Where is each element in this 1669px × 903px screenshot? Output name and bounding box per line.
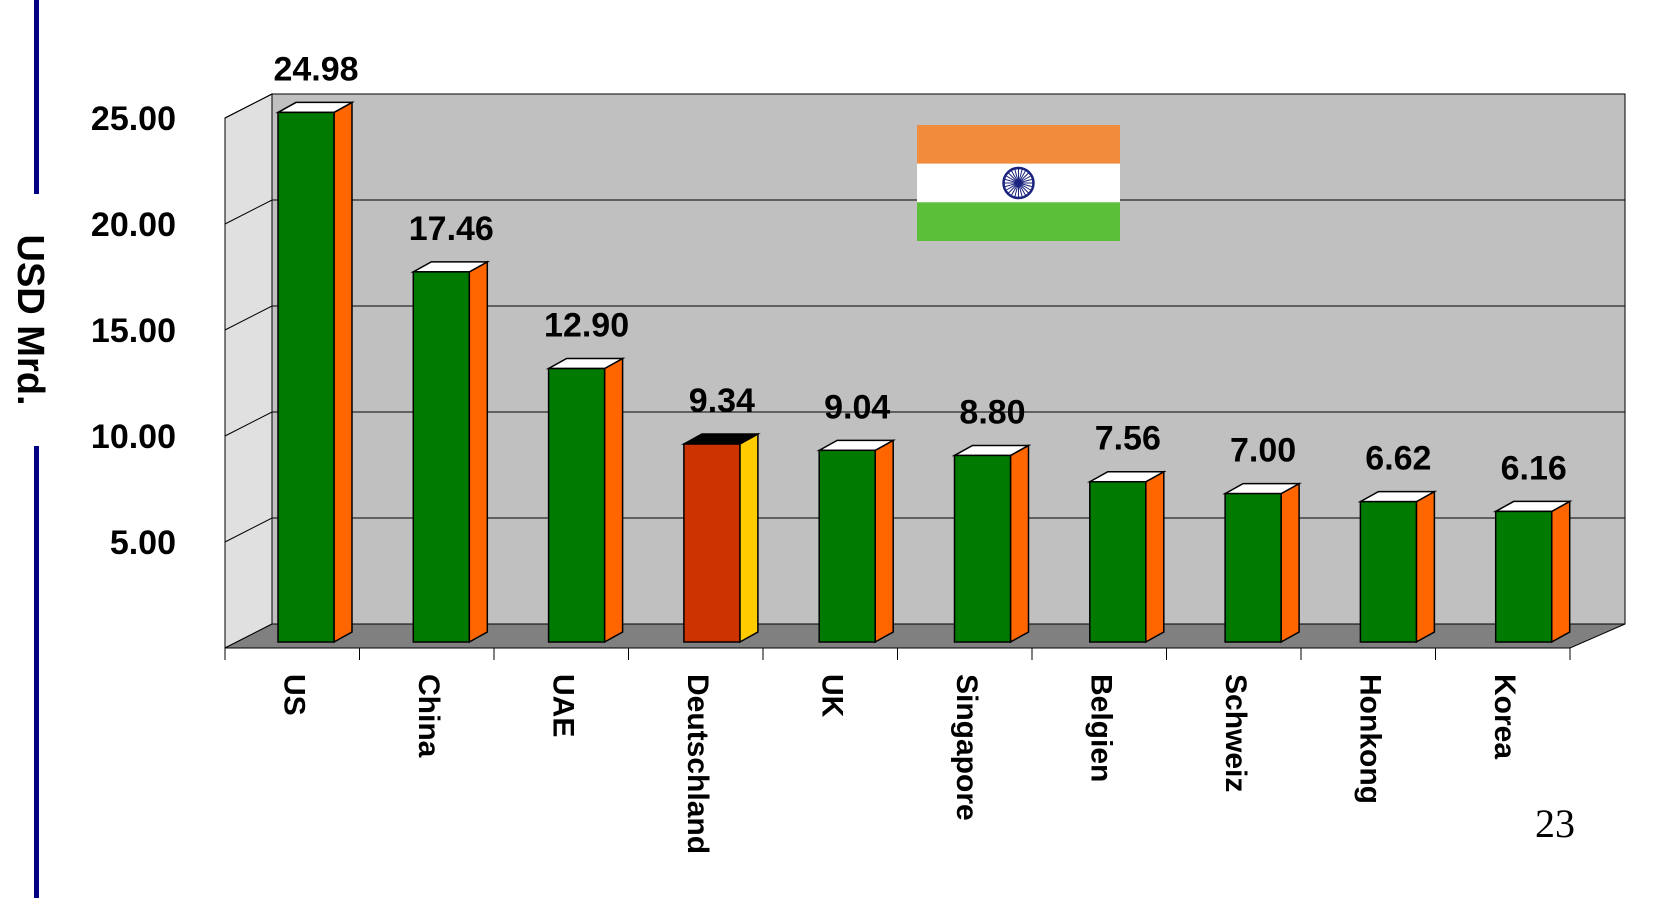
bar <box>681 432 761 644</box>
flag-saffron-band <box>917 125 1120 164</box>
bar <box>275 101 355 644</box>
bar <box>1222 482 1302 644</box>
data-label: 7.00 <box>1230 432 1296 470</box>
x-tick-label: Belgien <box>1084 674 1117 782</box>
y-tick-label: 10.00 <box>91 418 176 456</box>
plot-side-wall <box>224 93 273 649</box>
bar-front <box>412 271 471 643</box>
gridline <box>224 305 1625 331</box>
x-tick-label: Korea <box>1488 674 1521 759</box>
data-label: 7.56 <box>1095 420 1161 458</box>
data-label: 8.80 <box>959 393 1025 431</box>
gridline <box>224 517 1625 543</box>
y-tick-label: 15.00 <box>91 312 176 350</box>
x-tick-label: Schweiz <box>1219 674 1252 792</box>
y-title-rule-top <box>34 0 39 194</box>
gridline <box>224 199 1625 225</box>
labels-group: 5.00 10.00 15.00 20.00 25.00 24.98 US 17.46 Chin… <box>9 50 1567 854</box>
data-label: 9.34 <box>689 382 755 420</box>
bar-side <box>739 432 759 644</box>
y-axis-title: USD Mrd. <box>9 235 51 406</box>
bar-front <box>1089 480 1147 643</box>
flag-chakra <box>1002 166 1035 200</box>
bar-front <box>953 454 1012 643</box>
flag-chakra-hub <box>1015 180 1022 186</box>
data-label: 24.98 <box>273 50 358 88</box>
bar <box>816 439 897 644</box>
bar-front <box>1359 500 1418 643</box>
data-label: 6.16 <box>1501 449 1567 487</box>
bar <box>545 357 626 644</box>
bar-side <box>468 260 489 644</box>
bar-front <box>818 449 876 643</box>
bar-side <box>333 101 353 644</box>
x-tick-label: Honkong <box>1353 674 1386 804</box>
bar-side <box>1145 470 1165 644</box>
gridline <box>224 411 1625 437</box>
bar-side <box>874 439 894 644</box>
bar-front <box>277 111 335 643</box>
india-flag-icon <box>917 125 1120 241</box>
y-title-rule-bottom <box>34 446 39 898</box>
bar-side <box>1009 444 1030 644</box>
bar <box>1086 470 1167 644</box>
bar-front <box>1494 510 1553 643</box>
x-tick-label: China <box>412 674 445 758</box>
data-label: 6.62 <box>1365 440 1431 478</box>
data-label: 12.90 <box>544 307 629 345</box>
y-tick-label: 5.00 <box>110 524 176 562</box>
flag-green-band <box>917 202 1120 241</box>
data-label: 17.46 <box>409 210 494 248</box>
bar-side <box>1415 490 1436 644</box>
bars-group <box>275 101 1573 644</box>
x-tick-label: Singapore <box>950 674 983 821</box>
bar-front <box>683 443 741 643</box>
bar-side <box>1550 500 1571 644</box>
bar-side <box>603 357 624 644</box>
bar <box>951 444 1032 644</box>
x-tick-label: US <box>277 674 310 716</box>
bar-front <box>547 367 606 643</box>
bar <box>410 260 491 644</box>
gridline <box>224 93 1625 119</box>
x-tick-label: Deutschland <box>681 674 714 854</box>
x-tick-label: UAE <box>546 674 579 737</box>
data-label: 9.04 <box>824 388 890 426</box>
bar-front <box>1224 492 1282 643</box>
y-tick-label: 25.00 <box>91 100 176 138</box>
bar <box>1357 490 1438 644</box>
page-number: 23 <box>1535 801 1575 846</box>
y-tick-label: 20.00 <box>91 206 176 244</box>
bar-side <box>1280 482 1300 644</box>
x-tick-label: UK <box>815 674 848 718</box>
bar <box>1492 500 1573 644</box>
